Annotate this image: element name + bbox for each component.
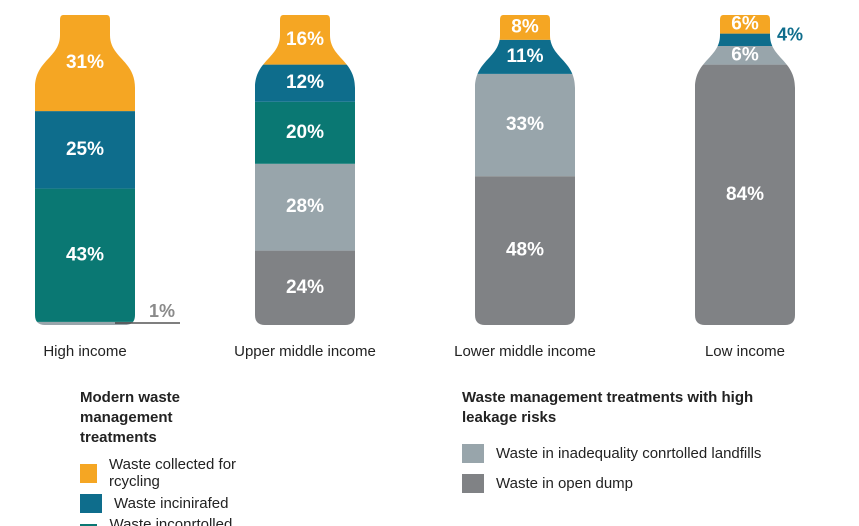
legend-item: Waste in open dump bbox=[462, 468, 782, 498]
value-label: 1% bbox=[149, 301, 175, 321]
segment bbox=[255, 64, 355, 102]
segment bbox=[475, 73, 575, 177]
category-label: High income bbox=[43, 343, 126, 360]
legend-group: Waste management treatments with high le… bbox=[462, 388, 782, 498]
category-label: Upper middle income bbox=[234, 343, 376, 360]
value-label: 8% bbox=[511, 16, 539, 37]
value-label: 84% bbox=[726, 184, 764, 205]
legend-item: Waste incinirafed bbox=[80, 488, 250, 518]
legend-item: Waste inconrtolled landfills bbox=[80, 516, 250, 526]
legend-title: Modern waste management treatments bbox=[80, 389, 181, 446]
segment bbox=[35, 321, 135, 325]
legend-label: Waste collected for rcycling bbox=[109, 456, 237, 490]
legend-item: Waste collected for rcycling bbox=[80, 456, 250, 490]
legend-swatch bbox=[80, 463, 98, 483]
value-label: 16% bbox=[286, 29, 324, 50]
segment bbox=[255, 163, 355, 251]
segment bbox=[35, 111, 135, 189]
value-label: 48% bbox=[506, 240, 544, 261]
segment bbox=[695, 33, 795, 46]
category-label: Low income bbox=[705, 343, 785, 360]
value-label: 25% bbox=[66, 139, 104, 160]
legend-label: Waste in inadequality conrtolled landfil… bbox=[496, 444, 762, 462]
chart: 1% 43% 25% 31% High income 24% 28% 20% 12% 16% Upp… bbox=[35, 13, 803, 360]
value-label: 31% bbox=[66, 52, 104, 73]
legend-label: Waste inconrtolled landfills bbox=[109, 516, 233, 526]
value-label: 20% bbox=[286, 122, 324, 143]
legend-swatch bbox=[80, 493, 102, 513]
legend-label: Waste incinirafed bbox=[114, 494, 229, 512]
legend-item: Waste in inadequality conrtolled landfil… bbox=[462, 438, 782, 468]
bottle bbox=[695, 15, 795, 325]
value-label: 33% bbox=[506, 114, 544, 135]
segment bbox=[695, 46, 795, 65]
bottle bbox=[475, 15, 575, 325]
category-label: Lower middle income bbox=[454, 343, 596, 360]
segment bbox=[255, 250, 355, 325]
legend-group: Modern waste management treatments Waste … bbox=[80, 388, 250, 526]
segment bbox=[475, 176, 575, 325]
segment bbox=[695, 64, 795, 325]
value-label: 24% bbox=[286, 277, 324, 298]
segment bbox=[35, 188, 135, 322]
value-label: 6% bbox=[731, 44, 759, 65]
segment bbox=[255, 101, 355, 164]
value-label: 6% bbox=[731, 13, 759, 34]
value-label: 43% bbox=[66, 244, 104, 265]
value-label: 11% bbox=[507, 46, 544, 67]
value-label: 28% bbox=[286, 196, 324, 217]
legend-swatch bbox=[462, 443, 484, 463]
legend-swatch bbox=[80, 523, 98, 526]
legend-swatch bbox=[462, 473, 484, 493]
value-label: 12% bbox=[286, 72, 324, 93]
legend-title: Waste management treatments with high le… bbox=[462, 389, 754, 426]
legend-label: Waste in open dump bbox=[496, 474, 634, 492]
value-label: 4% bbox=[777, 24, 803, 44]
